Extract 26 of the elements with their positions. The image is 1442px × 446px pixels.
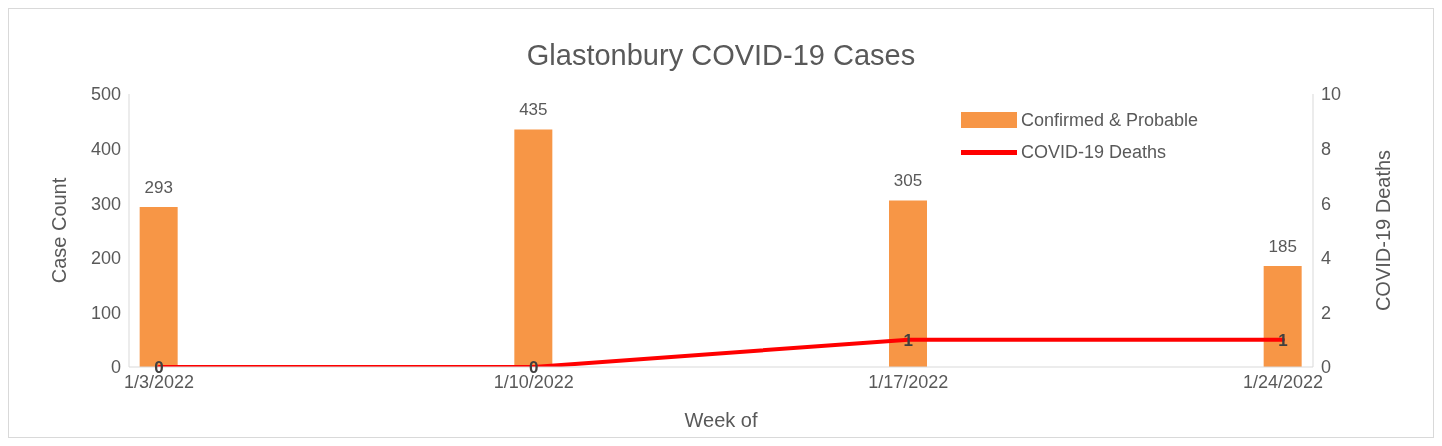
- y2-tick-label: 6: [1321, 193, 1332, 214]
- data-label: 293: [144, 178, 173, 198]
- legend-label: COVID-19 Deaths: [1020, 141, 1166, 163]
- data-label: 185: [1268, 236, 1297, 256]
- y2-tick-label: 10: [1321, 84, 1342, 105]
- y-tick-label: 300: [90, 193, 121, 214]
- y-tick-label: 400: [90, 138, 121, 159]
- y-tick-label: 200: [90, 248, 121, 269]
- bar: [1263, 265, 1302, 367]
- y-tick-label: 0: [110, 357, 121, 378]
- y-axis-title: Case Count: [48, 177, 71, 284]
- x-tick-label: 1/24/2022: [1242, 371, 1324, 392]
- bar: [889, 200, 927, 367]
- x-tick-label: 1/17/2022: [868, 371, 949, 392]
- x-axis-title: Week of: [684, 409, 758, 431]
- legend-label: Confirmed & Probable: [1020, 109, 1198, 131]
- y-tick-label: 500: [90, 84, 121, 105]
- y2-tick-label: 0: [1321, 357, 1332, 378]
- y2-tick-label: 2: [1321, 302, 1332, 323]
- y-tick-label: 100: [90, 302, 121, 323]
- y2-tick-label: 4: [1321, 248, 1332, 269]
- y2-tick-label: 8: [1321, 138, 1332, 159]
- data-label: 305: [893, 171, 923, 191]
- y2-axis-title: COVID-19 Deaths: [1372, 149, 1395, 312]
- chart-title: Glastonbury COVID-19 Cases: [525, 38, 917, 73]
- data-label: 435: [519, 100, 548, 120]
